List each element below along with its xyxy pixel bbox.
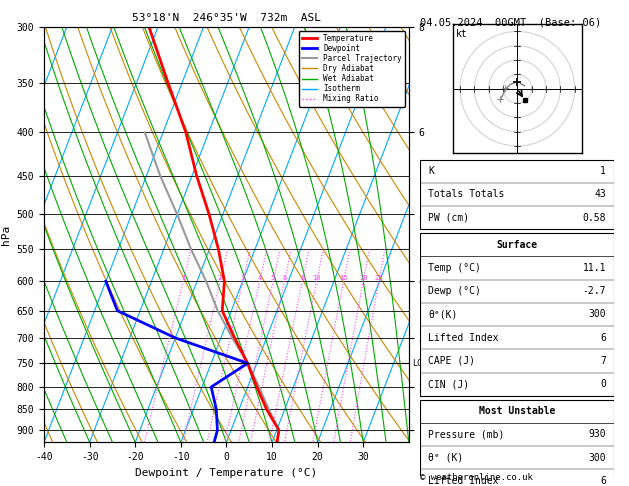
- Text: CAPE (J): CAPE (J): [428, 356, 475, 366]
- Text: 04.05.2024  00GMT  (Base: 06): 04.05.2024 00GMT (Base: 06): [420, 17, 601, 27]
- Text: 15: 15: [339, 275, 348, 281]
- Text: 300: 300: [589, 452, 606, 463]
- Text: Pressure (mb): Pressure (mb): [428, 430, 504, 439]
- Text: 6: 6: [600, 332, 606, 343]
- Text: Lifted Index: Lifted Index: [428, 332, 498, 343]
- Text: © weatheronline.co.uk: © weatheronline.co.uk: [420, 473, 533, 482]
- Text: 25: 25: [375, 275, 383, 281]
- Text: Lifted Index: Lifted Index: [428, 476, 498, 486]
- Text: kt: kt: [456, 29, 467, 38]
- Text: -2.7: -2.7: [582, 286, 606, 296]
- Text: 6: 6: [282, 275, 286, 281]
- Y-axis label: hPa: hPa: [1, 225, 11, 244]
- Text: 43: 43: [594, 190, 606, 199]
- Text: Temp (°C): Temp (°C): [428, 263, 481, 273]
- Text: 6: 6: [600, 476, 606, 486]
- Text: 930: 930: [589, 430, 606, 439]
- Text: θᵉ(K): θᵉ(K): [428, 310, 457, 319]
- Text: 3: 3: [241, 275, 245, 281]
- Text: 0.58: 0.58: [582, 213, 606, 223]
- Text: 11.1: 11.1: [582, 263, 606, 273]
- Bar: [420, 233, 614, 396]
- X-axis label: Dewpoint / Temperature (°C): Dewpoint / Temperature (°C): [135, 468, 318, 478]
- Text: 20: 20: [359, 275, 367, 281]
- Text: 1: 1: [600, 166, 606, 176]
- Text: 10: 10: [313, 275, 321, 281]
- Text: 5: 5: [271, 275, 276, 281]
- Text: +: +: [496, 95, 505, 105]
- Text: Totals Totals: Totals Totals: [428, 190, 504, 199]
- Text: 7: 7: [600, 356, 606, 366]
- Text: 4: 4: [258, 275, 262, 281]
- Y-axis label: km
ASL: km ASL: [435, 224, 453, 245]
- Text: θᵉ (K): θᵉ (K): [428, 452, 463, 463]
- Title: 53°18'N  246°35'W  732m  ASL: 53°18'N 246°35'W 732m ASL: [132, 13, 321, 23]
- Legend: Temperature, Dewpoint, Parcel Trajectory, Dry Adiabat, Wet Adiabat, Isotherm, Mi: Temperature, Dewpoint, Parcel Trajectory…: [299, 31, 405, 106]
- Bar: [420, 399, 614, 486]
- Text: 2: 2: [218, 275, 222, 281]
- Text: Dewp (°C): Dewp (°C): [428, 286, 481, 296]
- Text: 8: 8: [300, 275, 304, 281]
- Text: Surface: Surface: [496, 240, 538, 250]
- Text: 1: 1: [181, 275, 186, 281]
- Text: +: +: [501, 84, 511, 94]
- Text: Mixing Ratio (g/kg): Mixing Ratio (g/kg): [435, 187, 444, 282]
- Text: 0: 0: [600, 379, 606, 389]
- Text: K: K: [428, 166, 434, 176]
- Text: PW (cm): PW (cm): [428, 213, 469, 223]
- Text: 300: 300: [589, 310, 606, 319]
- Text: Most Unstable: Most Unstable: [479, 406, 555, 416]
- Text: CIN (J): CIN (J): [428, 379, 469, 389]
- Text: LCL: LCL: [413, 359, 428, 368]
- Bar: [420, 159, 614, 229]
